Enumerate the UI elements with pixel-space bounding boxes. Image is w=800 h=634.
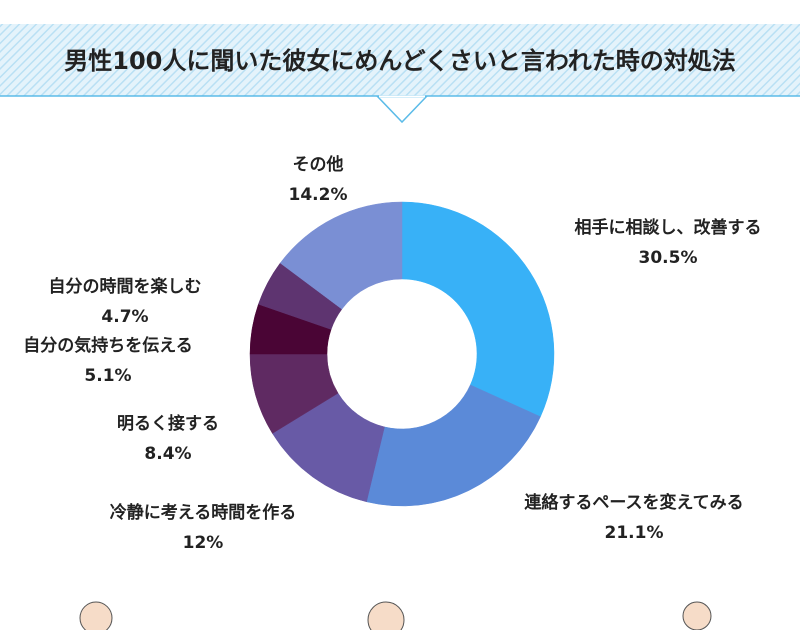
slice: [366, 384, 541, 507]
slice: [401, 201, 555, 418]
slice-value: 14.2%: [289, 185, 348, 205]
slice-label: 冷静に考える時間を作る: [110, 502, 297, 523]
slice-label: 自分の時間を楽しむ: [49, 276, 202, 297]
pointer: [376, 96, 428, 124]
chart-title: 男性100人に聞いた彼女にめんどくさいと言われた時の対処法: [64, 47, 735, 75]
slice-value: 12%: [183, 533, 224, 553]
slice-value: 21.1%: [605, 523, 664, 543]
slice-label: 相手に相談し、改善する: [575, 217, 762, 238]
slice-value: 4.7%: [101, 307, 148, 327]
slice: [279, 201, 403, 310]
slice-label: 連絡するペースを変えてみる: [524, 492, 743, 513]
slice-value: 30.5%: [639, 248, 698, 268]
slice-value: 5.1%: [84, 366, 131, 386]
title-band: [0, 24, 800, 96]
slice-label: 自分の気持ちを伝える: [23, 335, 193, 356]
slice-value: 8.4%: [144, 444, 191, 464]
illustrations: [79, 601, 712, 634]
slice-label: 明るく接する: [117, 413, 219, 434]
slice-label: その他: [293, 154, 344, 175]
